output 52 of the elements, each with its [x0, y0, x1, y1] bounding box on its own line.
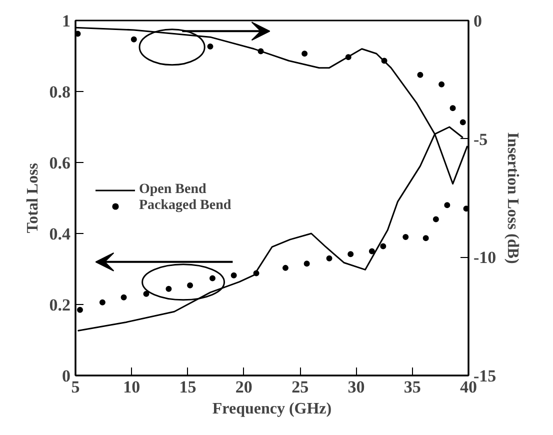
legend-label: Packaged Bend: [139, 198, 232, 214]
point: [209, 275, 216, 282]
y-tick-label: 0.6: [49, 154, 70, 172]
x-tick-label: 20: [235, 378, 252, 396]
x-tick-label: 40: [460, 378, 477, 396]
point: [444, 202, 450, 208]
point: [381, 58, 388, 64]
x-tick-label: 25: [292, 378, 309, 396]
point: [282, 264, 288, 271]
point: [402, 234, 409, 240]
y2-tick-label: -5: [474, 130, 488, 149]
point: [422, 235, 429, 242]
x-tick-label: 30: [348, 378, 365, 396]
y2-tick-label: 0: [474, 12, 482, 30]
point: [368, 248, 375, 254]
y-tick-label: 0.2: [49, 296, 70, 314]
point: [345, 54, 352, 60]
point: [417, 72, 424, 78]
point: [348, 251, 354, 258]
point: [460, 119, 466, 126]
point: [258, 48, 264, 54]
point: [380, 243, 386, 250]
point: [432, 216, 439, 222]
point: [304, 260, 310, 267]
x-tick-label: 15: [179, 378, 196, 396]
point: [253, 270, 260, 276]
x-tick-label: 35: [404, 378, 421, 396]
y-tick-label: 0.8: [49, 82, 70, 102]
point: [230, 272, 237, 278]
y-axis-title: Total Loss: [24, 162, 42, 234]
legend-label: Open Bend: [139, 182, 206, 198]
point: [326, 255, 332, 262]
y-tick-label: 1: [62, 12, 70, 30]
point: [99, 299, 106, 306]
y-tick-label: 0: [62, 366, 70, 386]
point: [207, 44, 214, 50]
point: [450, 105, 456, 112]
point: [130, 36, 137, 42]
y-tick-label: 0.4: [49, 224, 71, 244]
point: [302, 50, 308, 57]
y2-tick-label: -10: [474, 248, 496, 268]
point: [187, 282, 194, 288]
x-axis-title: Frequency (GHz): [212, 400, 332, 418]
y2-axis-title: Insertion Loss (dB): [504, 132, 522, 264]
point: [120, 294, 127, 300]
point: [166, 286, 172, 292]
point: [76, 306, 83, 313]
point: [143, 290, 150, 297]
point: [438, 81, 445, 88]
x-tick-label: 10: [123, 378, 140, 396]
point: [463, 206, 468, 212]
x-tick-label: 5: [71, 378, 80, 396]
